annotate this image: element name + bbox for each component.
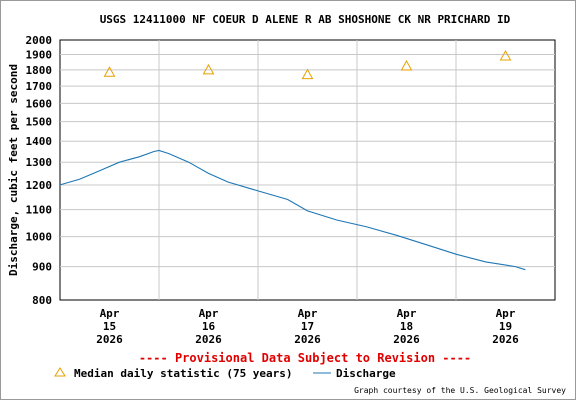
y-tick-label: 800 <box>32 294 52 307</box>
discharge-series-line <box>59 149 526 271</box>
x-tick-text: 18 <box>400 320 413 333</box>
x-tick-text: 2026 <box>492 333 519 346</box>
y-axis-label: Discharge, cubic feet per second <box>7 64 20 276</box>
median-marker <box>301 68 314 80</box>
x-tick-text: 2026 <box>393 333 420 346</box>
chart-title: USGS 12411000 NF COEUR D ALENE R AB SHOS… <box>100 13 511 26</box>
y-tick-label: 1400 <box>26 135 53 148</box>
x-tick-text: 2026 <box>195 333 222 346</box>
y-tick-label: 900 <box>32 261 52 274</box>
y-tick-label: 1900 <box>26 49 53 62</box>
x-tick-text: 2026 <box>294 333 321 346</box>
x-tick-text: 16 <box>202 320 216 333</box>
median-marker <box>400 59 413 71</box>
y-tick-label: 1100 <box>26 204 53 217</box>
y-tick-label: 1700 <box>26 80 53 93</box>
y-tick-label: 2000 <box>26 34 53 47</box>
x-tick-text: 19 <box>499 320 512 333</box>
y-tick-label: 1200 <box>26 179 53 192</box>
y-tick-label: 1300 <box>26 156 53 169</box>
x-tick-text: Apr <box>397 307 417 320</box>
median-marker <box>499 50 512 61</box>
x-tick-text: 2026 <box>96 333 123 346</box>
x-tick-text: 17 <box>301 320 314 333</box>
x-tick-text: 15 <box>103 320 116 333</box>
y-axis-ticks: 800 900 1000 1100 1200 1300 1400 1500 1600 1700 18… <box>26 34 53 307</box>
median-marker <box>202 63 215 75</box>
legend: Median daily statistic (75 years) Discha… <box>54 367 396 380</box>
x-tick-text: Apr <box>496 307 516 320</box>
median-marker <box>103 66 116 77</box>
x-tick-text: Apr <box>100 307 120 320</box>
y-tick-label: 1000 <box>26 231 53 244</box>
legend-median-label: Median daily statistic (75 years) <box>74 367 293 380</box>
plot-area <box>59 39 556 301</box>
y-tick-label: 1500 <box>26 116 53 129</box>
legend-median-triangle-icon <box>54 367 66 377</box>
series-layer <box>59 50 526 271</box>
y-tick-label: 1800 <box>26 64 53 77</box>
legend-discharge-label: Discharge <box>336 367 396 380</box>
y-tick-label: 1600 <box>26 97 53 110</box>
x-gridlines <box>158 40 457 300</box>
credit-line: Graph courtesy of the U.S. Geological Su… <box>354 386 566 395</box>
x-tick-text: Apr <box>199 307 219 320</box>
provisional-notice: ---- Provisional Data Subject to Revisio… <box>139 351 471 365</box>
x-axis-ticks: Apr152026Apr162026Apr172026Apr182026Apr1… <box>96 307 519 346</box>
x-tick-text: Apr <box>298 307 318 320</box>
